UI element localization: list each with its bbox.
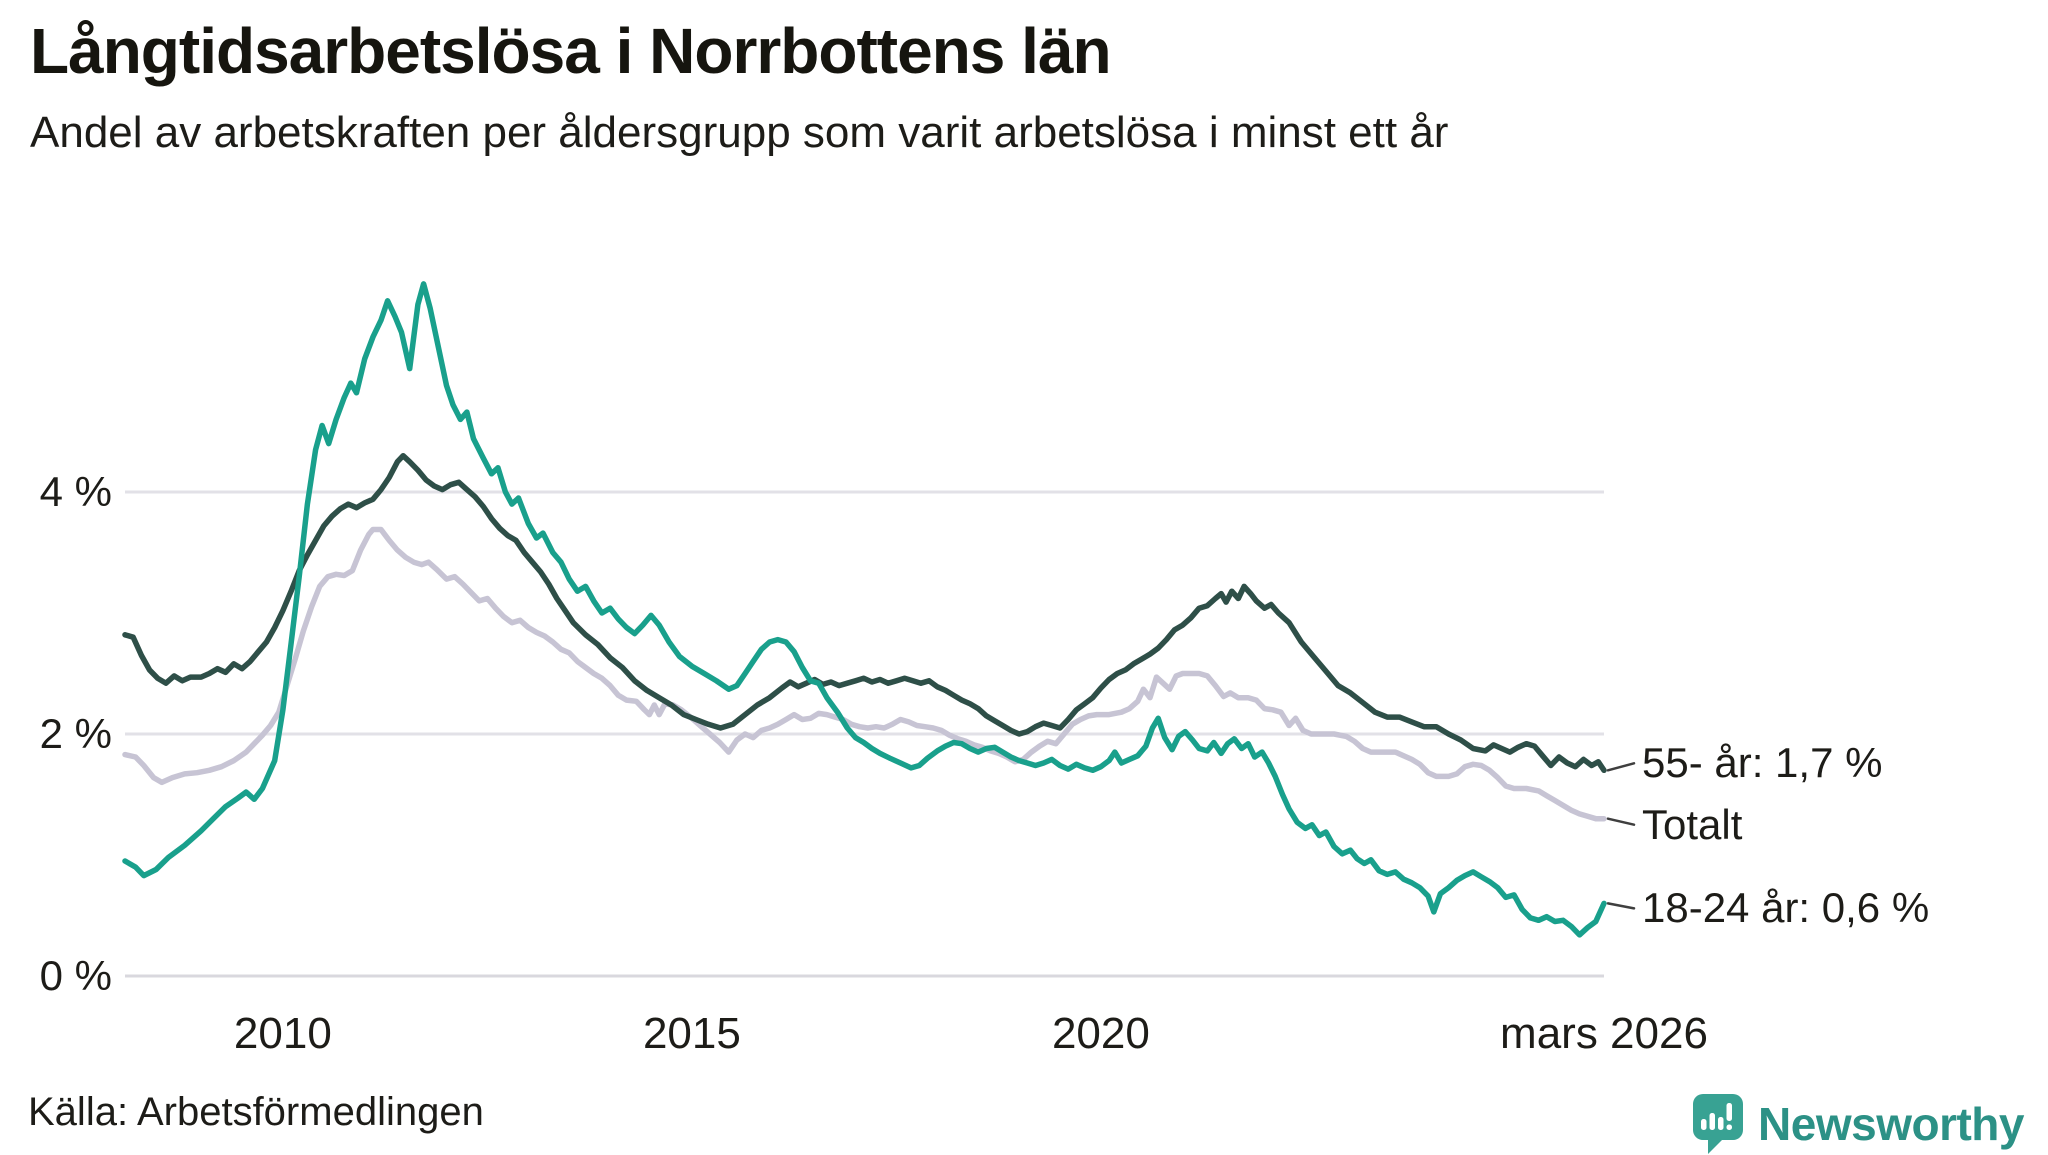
brand-wordmark: Newsworthy bbox=[1758, 1098, 2024, 1150]
label-connector-totalt bbox=[1606, 817, 1636, 826]
y-axis-tick-0: 0 % bbox=[39, 952, 112, 999]
source-note: Källa: Arbetsförmedlingen bbox=[28, 1090, 484, 1134]
series-line-18-24 bbox=[122, 281, 1607, 938]
x-axis-tick-mars-2026: mars 2026 bbox=[1500, 1009, 1708, 1058]
brand-logo: Newsworthy bbox=[1692, 1094, 2024, 1154]
series-line-totalt bbox=[122, 526, 1607, 822]
series-label-55plus: 55- år: 1,7 % bbox=[1642, 739, 1883, 787]
label-connector-55plus bbox=[1606, 762, 1636, 772]
y-axis-tick-4: 4 % bbox=[39, 468, 112, 515]
x-axis-tick-2020: 2020 bbox=[1051, 1009, 1150, 1058]
chart-subtitle: Andel av arbetskraften per åldersgrupp s… bbox=[30, 108, 1449, 157]
x-axis-tick-2010: 2010 bbox=[233, 1009, 332, 1058]
x-axis-tick-2015: 2015 bbox=[642, 1009, 741, 1058]
y-axis-tick-2: 2 % bbox=[39, 710, 112, 757]
series-line-55plus bbox=[122, 452, 1607, 774]
series-label-18-24: 18-24 år: 0,6 % bbox=[1642, 884, 1930, 932]
label-connector-18-24 bbox=[1606, 902, 1636, 910]
newsworthy-icon bbox=[1693, 1094, 1744, 1154]
series-label-totalt: Totalt bbox=[1642, 800, 1743, 848]
page-title: Långtidsarbetslösa i Norrbottens län bbox=[30, 15, 1112, 87]
